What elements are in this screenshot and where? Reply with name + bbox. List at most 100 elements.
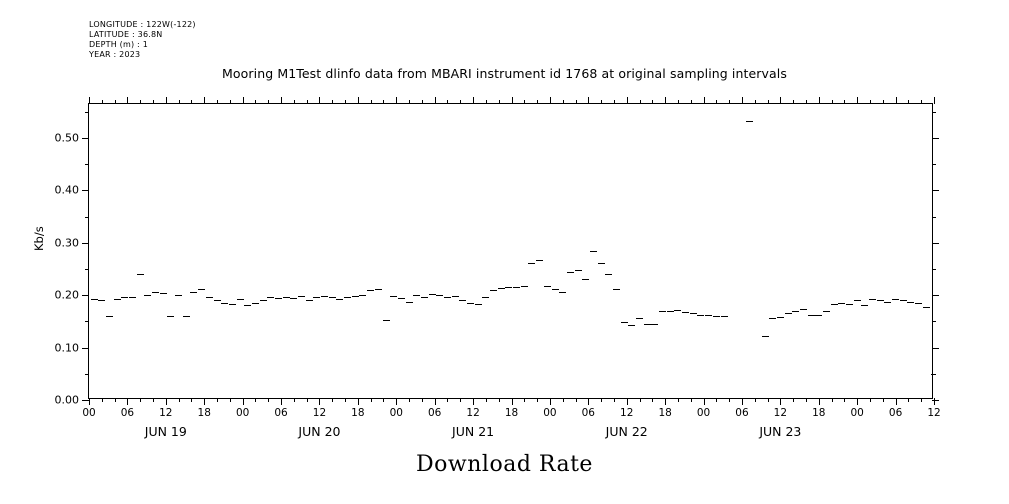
data-point xyxy=(113,298,121,300)
x-axis-minor-tick-top xyxy=(639,100,641,104)
data-point xyxy=(853,300,861,302)
x-axis-minor-tick xyxy=(729,398,731,402)
x-axis-minor-tick-top xyxy=(831,100,833,104)
x-axis-minor-tick-top xyxy=(677,100,679,104)
data-point xyxy=(761,336,769,338)
x-axis-minor-tick xyxy=(217,398,219,402)
y-axis-minor-tick-right xyxy=(932,373,936,375)
x-axis-tick-top xyxy=(165,97,167,104)
x-axis-day-label: JUN 22 xyxy=(605,424,648,439)
x-axis-hour-label: 00 xyxy=(82,407,96,419)
y-axis-tick xyxy=(82,295,89,297)
x-axis-minor-tick xyxy=(306,398,308,402)
x-axis-minor-tick-top xyxy=(332,100,334,104)
x-axis-day-label: JUN 21 xyxy=(452,424,495,439)
data-point xyxy=(815,314,823,316)
x-axis-tick xyxy=(549,398,551,405)
x-axis-minor-tick xyxy=(882,398,884,402)
x-axis-minor-tick xyxy=(268,398,270,402)
data-point xyxy=(428,294,436,296)
x-axis-minor-tick xyxy=(229,398,231,402)
y-axis-minor-tick xyxy=(85,321,89,323)
y-axis-tick xyxy=(82,138,89,140)
x-axis-minor-tick xyxy=(191,398,193,402)
y-axis-minor-tick-right xyxy=(932,164,936,166)
data-point xyxy=(705,315,713,317)
x-axis-minor-tick xyxy=(140,398,142,402)
data-point xyxy=(822,310,830,312)
metadata-latitude: LATITUDE : 36.8N xyxy=(89,30,163,39)
data-point xyxy=(807,315,815,317)
x-axis-minor-tick-top xyxy=(293,100,295,104)
y-axis-tick xyxy=(82,400,89,401)
x-axis-minor-tick-top xyxy=(882,100,884,104)
data-point xyxy=(505,287,513,289)
data-point xyxy=(359,295,367,297)
x-axis-minor-tick-top xyxy=(217,100,219,104)
x-axis-tick xyxy=(165,398,167,405)
data-point xyxy=(930,373,932,375)
x-axis-tick-top xyxy=(934,97,935,104)
data-point xyxy=(175,295,183,297)
y-axis-minor-tick-right xyxy=(932,321,936,323)
data-point xyxy=(876,300,884,302)
y-axis-minor-tick xyxy=(85,216,89,218)
data-point xyxy=(259,300,267,302)
x-axis-tick-top xyxy=(473,97,475,104)
data-point xyxy=(397,297,405,299)
x-axis-minor-tick-top xyxy=(409,100,411,104)
x-axis-minor-tick-top xyxy=(460,100,462,104)
x-axis-minor-tick-top xyxy=(844,100,846,104)
data-point xyxy=(451,296,459,298)
y-axis-tick-right xyxy=(932,190,939,192)
x-axis-hour-label: 18 xyxy=(351,407,365,419)
x-axis-minor-tick-top xyxy=(345,100,347,104)
data-point xyxy=(244,304,252,306)
x-axis-tick-top xyxy=(588,97,590,104)
x-axis-minor-tick xyxy=(767,398,769,402)
x-axis-minor-tick xyxy=(383,398,385,402)
x-axis-minor-tick xyxy=(805,398,807,402)
x-axis-tick-top xyxy=(665,97,667,104)
data-point xyxy=(459,300,467,302)
x-axis-minor-tick xyxy=(562,398,564,402)
data-point xyxy=(628,325,636,327)
data-point xyxy=(251,302,259,304)
x-axis-tick-top xyxy=(741,97,743,104)
x-axis-tick xyxy=(511,398,513,405)
x-axis-minor-tick xyxy=(793,398,795,402)
data-point xyxy=(336,299,344,301)
x-axis-minor-tick xyxy=(921,398,923,402)
x-axis-hour-label: 18 xyxy=(504,407,519,419)
data-point xyxy=(382,320,390,322)
data-point xyxy=(129,297,137,299)
chart-title: Mooring M1Test dlinfo data from MBARI in… xyxy=(222,66,787,81)
x-axis-hour-label: 12 xyxy=(620,407,634,419)
x-axis-tick xyxy=(473,398,475,405)
x-axis-minor-tick xyxy=(101,398,103,402)
data-point xyxy=(720,315,728,317)
data-point xyxy=(405,302,413,304)
x-axis-minor-tick-top xyxy=(306,100,308,104)
data-point xyxy=(682,311,690,313)
data-point xyxy=(769,317,777,319)
y-axis-minor-tick xyxy=(85,111,89,113)
data-point xyxy=(907,301,915,303)
x-axis-minor-tick xyxy=(908,398,910,402)
x-axis-minor-tick xyxy=(575,398,577,402)
data-point xyxy=(436,295,444,297)
x-axis-tick-top xyxy=(857,97,859,104)
data-point xyxy=(528,262,536,264)
y-axis-minor-tick-right xyxy=(932,111,936,113)
x-axis-minor-tick xyxy=(293,398,295,402)
data-point xyxy=(298,295,306,297)
plot-caption: Download Rate xyxy=(416,452,593,477)
x-axis-tick xyxy=(857,398,859,405)
data-point xyxy=(305,300,313,302)
x-axis-minor-tick xyxy=(601,398,603,402)
data-point xyxy=(351,295,359,297)
x-axis-minor-tick-top xyxy=(652,100,654,104)
data-point xyxy=(121,297,129,299)
data-point xyxy=(674,309,682,311)
data-point xyxy=(915,302,923,304)
